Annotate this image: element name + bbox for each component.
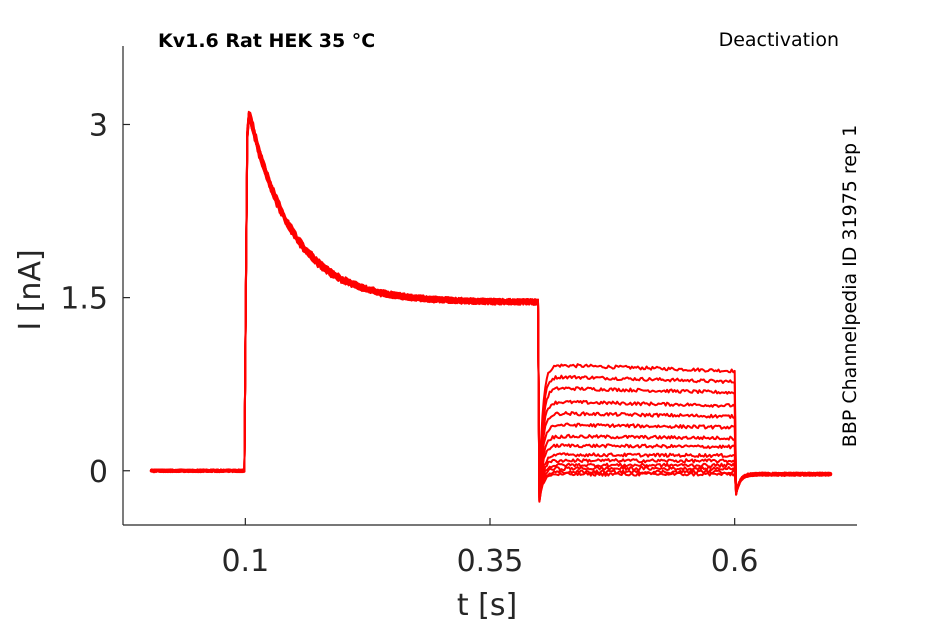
y-axis-label: I [nA] xyxy=(13,249,48,330)
current-trace xyxy=(149,111,833,503)
x-tick-label: 0.1 xyxy=(221,544,269,579)
y-tick-label: 1.5 xyxy=(60,282,108,317)
current-trace xyxy=(149,112,833,503)
chart-subtitle: Deactivation xyxy=(719,29,839,51)
x-axis-label: t [s] xyxy=(457,588,517,623)
current-trace xyxy=(149,119,833,493)
chart-title: Kv1.6 Rat HEK 35 °C xyxy=(158,30,375,52)
y-tick-label: 3 xyxy=(89,108,108,143)
current-trace xyxy=(149,112,833,502)
y-tick-label: 0 xyxy=(89,455,108,490)
plot-area xyxy=(149,110,833,503)
x-axis-ticks: 0.1 0.35 0.6 xyxy=(221,518,759,579)
current-trace xyxy=(149,110,833,502)
source-annotation: BBP Channelpedia ID 31975 rep 1 xyxy=(839,125,861,447)
current-trace xyxy=(149,115,833,498)
x-tick-label: 0.35 xyxy=(457,544,524,579)
current-trace xyxy=(149,112,832,503)
y-axis-ticks: 01.53 xyxy=(60,108,130,490)
current-trace xyxy=(149,113,832,500)
x-tick-label: 0.6 xyxy=(711,544,759,579)
